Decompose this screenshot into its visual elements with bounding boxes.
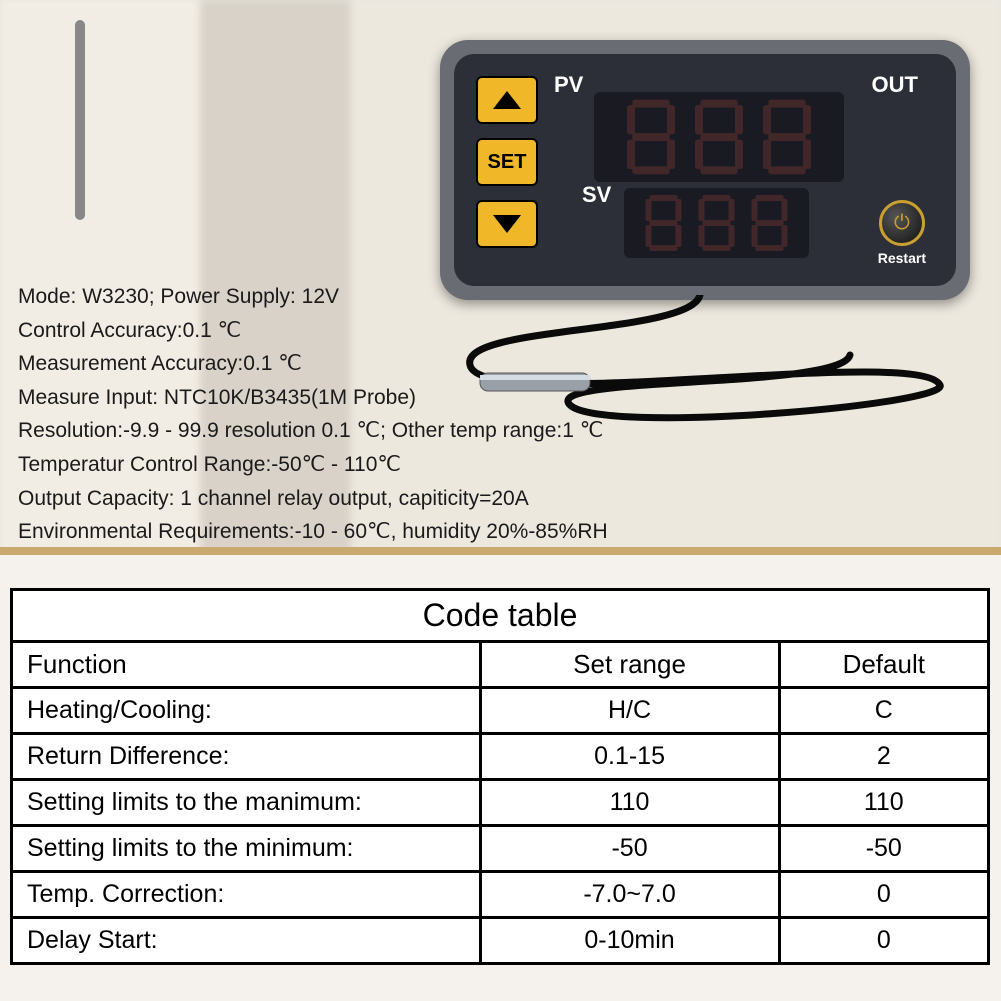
table-cell: C <box>779 688 988 734</box>
sv-display <box>624 188 809 258</box>
table-title-row: Code table <box>12 590 989 642</box>
spec-line: Measure Input: NTC10K/B3435(1M Probe) <box>18 381 718 415</box>
thermostat-device: SET PV OUT SV <box>440 40 970 300</box>
table-header-row: Function Set range Default <box>12 642 989 688</box>
table-cell: Heating/Cooling: <box>12 688 481 734</box>
restart-button[interactable]: ⏻ <box>879 200 925 246</box>
table-cell: H/C <box>480 688 779 734</box>
table-cell: 2 <box>779 734 988 780</box>
sv-label: SV <box>582 182 611 208</box>
spec-line: Temperatur Control Range:-50℃ - 110℃ <box>18 448 718 482</box>
spec-line: Environmental Requirements:-10 - 60℃, hu… <box>18 515 718 549</box>
table-cell: -50 <box>779 826 988 872</box>
pv-display <box>594 92 844 182</box>
arrow-down-icon <box>493 215 521 233</box>
table-cell: Temp. Correction: <box>12 872 481 918</box>
table-cell: 110 <box>779 780 988 826</box>
table-cell: -50 <box>480 826 779 872</box>
table-row: Heating/Cooling: H/C C <box>12 688 989 734</box>
seven-seg-digit <box>621 97 681 177</box>
table-cell: Setting limits to the minimum: <box>12 826 481 872</box>
spec-line: Resolution:-9.9 - 99.9 resolution 0.1 ℃;… <box>18 414 718 448</box>
table-cell: 110 <box>480 780 779 826</box>
button-column: SET <box>476 76 538 248</box>
table-cell: 0 <box>779 918 988 964</box>
restart-area: ⏻ Restart <box>878 200 926 266</box>
table-cell: Setting limits to the manimum: <box>12 780 481 826</box>
bg-fridge-handle <box>75 20 85 220</box>
device-face: SET PV OUT SV <box>454 54 956 286</box>
arrow-up-icon <box>493 91 521 109</box>
table-cell: Return Difference: <box>12 734 481 780</box>
up-button[interactable] <box>476 76 538 124</box>
seven-seg-digit <box>689 97 749 177</box>
table-title: Code table <box>12 590 989 642</box>
spec-line: Output Capacity: 1 channel relay output,… <box>18 482 718 516</box>
set-button[interactable]: SET <box>476 138 538 186</box>
table-cell: Delay Start: <box>12 918 481 964</box>
pv-label: PV <box>554 72 583 98</box>
table-cell: -7.0~7.0 <box>480 872 779 918</box>
seven-seg-digit <box>641 193 686 253</box>
table-row: Delay Start: 0-10min 0 <box>12 918 989 964</box>
spec-line: Control Accuracy:0.1 ℃ <box>18 314 718 348</box>
spec-line: Measurement Accuracy:0.1 ℃ <box>18 347 718 381</box>
table-header: Default <box>779 642 988 688</box>
down-button[interactable] <box>476 200 538 248</box>
table-header: Set range <box>480 642 779 688</box>
table-cell: 0-10min <box>480 918 779 964</box>
table-row: Temp. Correction: -7.0~7.0 0 <box>12 872 989 918</box>
spec-list: Mode: W3230; Power Supply: 12V Control A… <box>18 280 718 549</box>
power-icon: ⏻ <box>894 212 910 235</box>
table-cell: 0.1-15 <box>480 734 779 780</box>
seven-seg-digit <box>694 193 739 253</box>
table-header: Function <box>12 642 481 688</box>
table-row: Setting limits to the minimum: -50 -50 <box>12 826 989 872</box>
restart-label: Restart <box>878 250 926 266</box>
spec-line: Mode: W3230; Power Supply: 12V <box>18 280 718 314</box>
table-row: Setting limits to the manimum: 110 110 <box>12 780 989 826</box>
table-cell: 0 <box>779 872 988 918</box>
out-label: OUT <box>872 72 918 98</box>
code-table: Code table Function Set range Default He… <box>10 588 990 965</box>
seven-seg-digit <box>757 97 817 177</box>
table-row: Return Difference: 0.1-15 2 <box>12 734 989 780</box>
seven-seg-digit <box>747 193 792 253</box>
